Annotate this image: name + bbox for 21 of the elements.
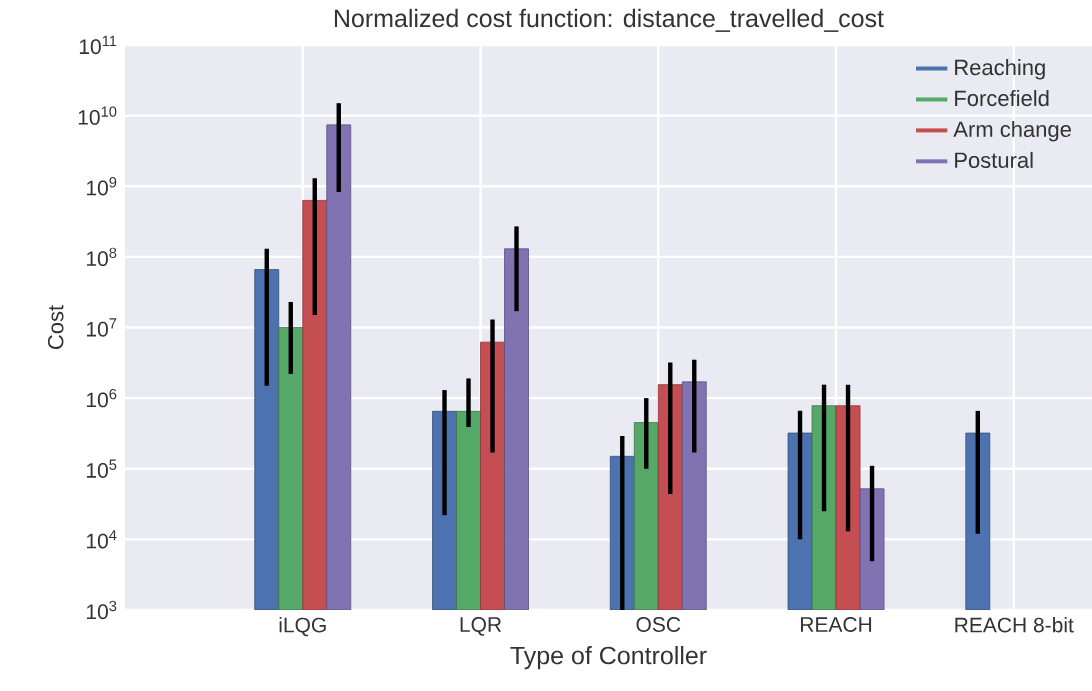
x-tick-label: iLQG [279, 617, 326, 637]
y-tick-label: 10$^{5}$ [87, 459, 117, 478]
y-tick-label: 10$^{8}$ [87, 247, 117, 267]
x-tick-label: OSC [636, 617, 681, 632]
x-tick-label: LQR [460, 617, 502, 636]
chart-title: Normalized cost function: distance_travelled_cost [334, 8, 884, 32]
y-tick-label: 10$^{7}$ [87, 318, 117, 337]
y-tick-label: 10$^{10}$ [78, 106, 117, 125]
legend-label: Reaching [955, 59, 1045, 80]
y-tick-label: 10$^{11}$ [79, 35, 117, 55]
y-tick-label: 10$^{4}$ [87, 530, 117, 549]
legend-label: Arm change [953, 120, 1071, 142]
y-tick-label: 10$^{9}$ [87, 177, 117, 196]
y-axis-title: Cost [47, 305, 64, 349]
legend-label: Forcefield [955, 89, 1049, 107]
x-tick-label: REACH 8-bit [955, 617, 1074, 633]
legend-label: Postural [955, 151, 1033, 169]
y-tick-label: 10$^{6}$ [87, 388, 117, 408]
x-tick-label: REACH [801, 617, 872, 632]
y-tick-label: 10$^{3}$ [87, 600, 117, 620]
x-axis-title: Type of Controller [510, 645, 707, 670]
